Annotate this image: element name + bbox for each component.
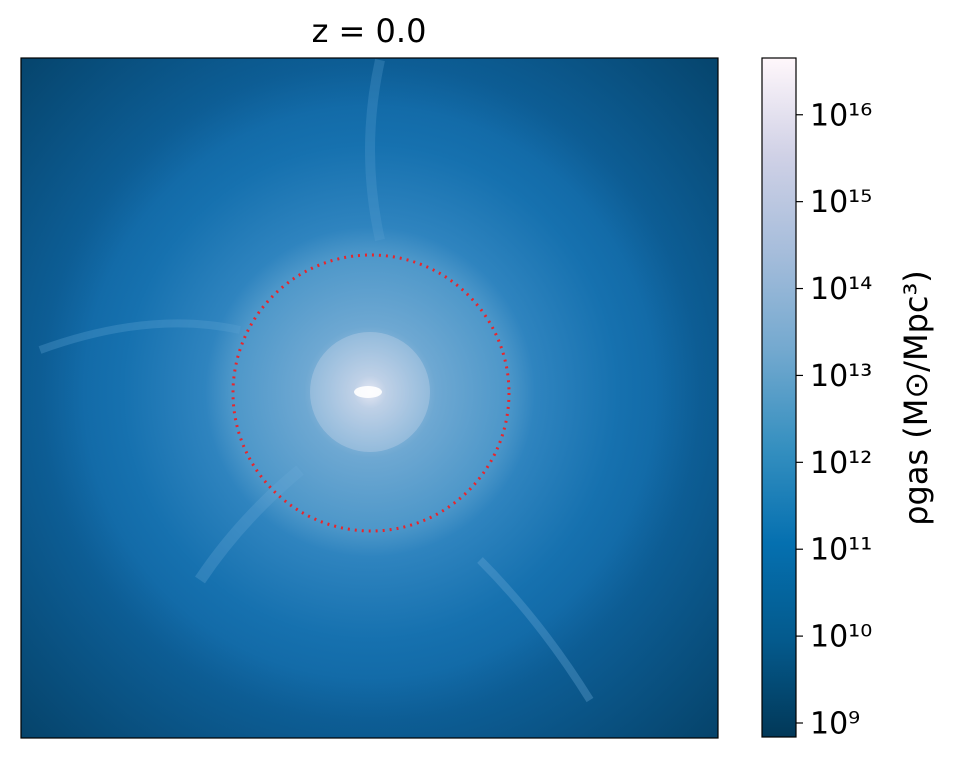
chart-title: z = 0.0 <box>312 12 427 50</box>
colorbar-tick-label: 10¹⁰ <box>810 620 872 655</box>
colorbar <box>761 57 797 738</box>
colorbar-tick-label: 10¹¹ <box>810 533 872 568</box>
colorbar-tick-label: 10¹⁵ <box>810 185 872 220</box>
colorbar-tick-label: 10¹² <box>810 446 872 481</box>
colorbar-label: ρgas (M⊙/Mpc³) <box>897 270 935 526</box>
image-frame <box>20 57 719 739</box>
colorbar-tick-label: 10¹⁴ <box>810 272 872 307</box>
colorbar-tick-label: 10¹³ <box>810 359 872 394</box>
radius-circle <box>231 253 511 533</box>
density-image <box>21 58 718 738</box>
colorbar-tick-label: 10⁹ <box>810 706 860 741</box>
colorbar-tick-label: 10¹⁶ <box>810 98 872 133</box>
